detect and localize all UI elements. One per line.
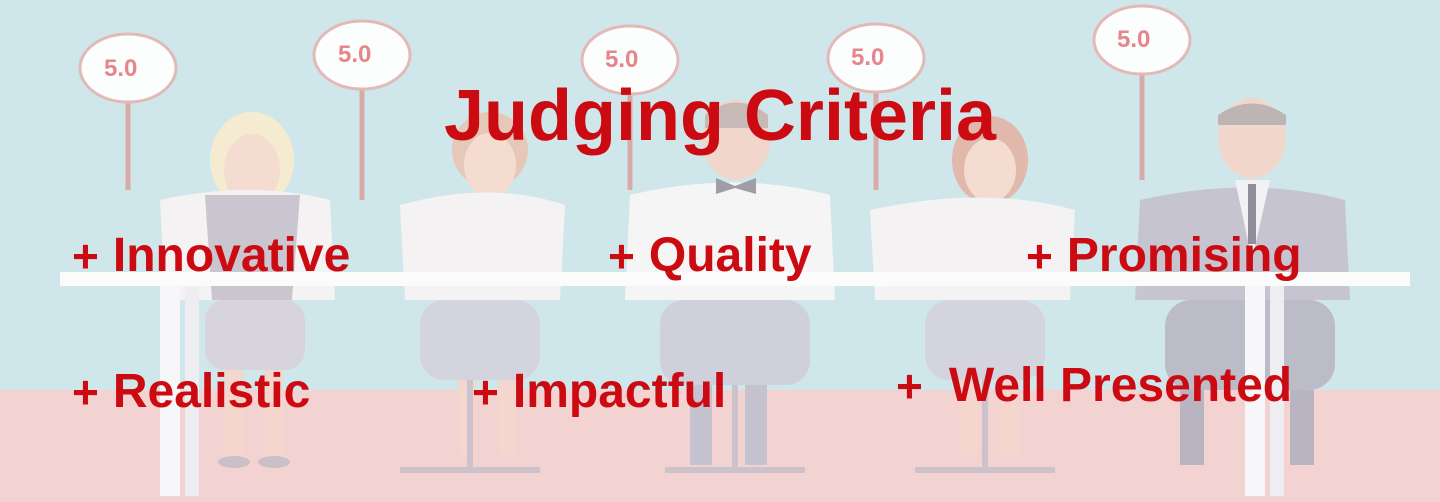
criterion-impactful: + Impactful <box>472 368 726 416</box>
criterion-label: Quality <box>648 229 812 282</box>
plus-icon: + <box>472 366 499 418</box>
judge-3 <box>580 24 835 473</box>
plus-icon: + <box>608 230 635 282</box>
criterion-label: Promising <box>1066 229 1302 282</box>
criterion-label: Innovative <box>112 229 351 282</box>
judge-4-score: 5.0 <box>851 44 885 71</box>
criterion-label: Well Presented <box>948 359 1293 412</box>
judge-5 <box>1092 4 1350 465</box>
plus-icon: + <box>72 366 99 418</box>
criterion-label: Realistic <box>112 365 311 418</box>
judge-5-score: 5.0 <box>1117 26 1151 53</box>
plus-icon: + <box>896 360 923 412</box>
page-title: Judging Criteria <box>443 76 997 156</box>
judges-table <box>60 272 1410 496</box>
plus-icon: + <box>1026 230 1053 282</box>
criterion-promising: + Promising <box>1026 232 1302 280</box>
criterion-well-presented: + Well Presented <box>896 362 1292 410</box>
criterion-quality: + Quality <box>608 232 812 280</box>
judge-2-score: 5.0 <box>338 41 372 68</box>
judge-3-score: 5.0 <box>605 46 639 73</box>
criterion-realistic: + Realistic <box>72 368 310 416</box>
plus-icon: + <box>72 230 99 282</box>
criterion-innovative: + Innovative <box>72 232 350 280</box>
criterion-label: Impactful <box>512 365 727 418</box>
judge-1-score: 5.0 <box>104 55 138 82</box>
